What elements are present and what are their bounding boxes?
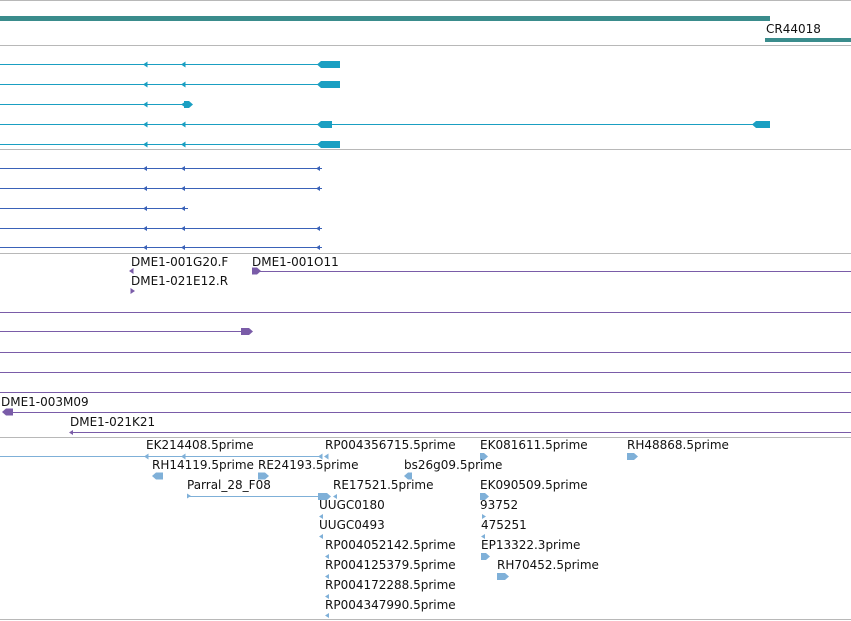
est-block[interactable] [480, 453, 488, 460]
est-block[interactable] [152, 472, 163, 480]
est-label[interactable]: UUGC0493 [319, 518, 385, 532]
transcript-exon[interactable] [317, 141, 340, 148]
intron-arrow [143, 166, 147, 171]
intron-arrow [319, 534, 323, 539]
intron-arrow [181, 81, 186, 88]
est-label[interactable]: RE17521.5prime [333, 478, 434, 492]
intron-arrow [143, 186, 147, 191]
intron-arrow [324, 453, 329, 460]
intron-arrow [143, 121, 148, 128]
est-label[interactable]: 93752 [480, 498, 519, 512]
est-label[interactable]: RH48868.5prime [627, 438, 729, 452]
intron-arrow [143, 245, 147, 250]
intron-arrow [143, 141, 148, 148]
est-label[interactable]: RP004356715.5prime [325, 438, 456, 452]
clone-end-marker [129, 268, 134, 274]
est-label[interactable]: RP004052142.5prime [325, 538, 456, 552]
est-label[interactable]: Parral_28_F08 [187, 478, 271, 492]
est-label[interactable]: RE24193.5prime [258, 458, 359, 472]
intron-arrow [143, 101, 148, 108]
est-label[interactable]: EP13322.3prime [481, 538, 581, 552]
clone-label-dme1-003m09[interactable]: DME1-003M09 [1, 395, 89, 409]
est-block[interactable] [497, 573, 509, 580]
est-block[interactable] [481, 553, 490, 560]
clone-end[interactable] [252, 267, 261, 275]
intron-arrow [181, 61, 186, 68]
transcript-exon[interactable] [752, 121, 770, 128]
intron-arrow [316, 245, 320, 250]
intron-arrow [316, 186, 320, 191]
est-label[interactable]: 475251 [481, 518, 527, 532]
intron-arrow [181, 226, 185, 231]
est-label[interactable]: EK214408.5prime [146, 438, 254, 452]
clone-end-marker [130, 288, 135, 294]
intron-arrow [181, 141, 186, 148]
intron-arrow [325, 574, 329, 579]
intron-arrow [181, 186, 185, 191]
intron-arrow [143, 206, 147, 211]
est-label[interactable]: UUGC0180 [319, 498, 385, 512]
est-label[interactable]: bs26g09.5prime [404, 458, 503, 472]
gene-bar[interactable] [0, 16, 770, 21]
transcript-exon[interactable] [317, 81, 340, 88]
clone-end[interactable] [2, 408, 13, 416]
intron-arrow [316, 166, 320, 171]
intron-arrow [181, 121, 186, 128]
intron-arrow [319, 514, 323, 519]
clone-end-marker [69, 430, 73, 435]
intron-arrow [482, 514, 486, 519]
est-label[interactable]: RP004172288.5prime [325, 578, 456, 592]
intron-arrow [181, 453, 186, 460]
est-label[interactable]: EK081611.5prime [480, 438, 588, 452]
clone-label-dme1-001g20-f[interactable]: DME1-001G20.F [131, 255, 229, 269]
intron-arrow [325, 554, 329, 559]
intron-arrow [333, 494, 337, 499]
transcript-exon[interactable] [184, 101, 193, 108]
est-label[interactable]: RH70452.5prime [497, 558, 599, 572]
intron-arrow [144, 453, 149, 460]
intron-arrow [181, 245, 185, 250]
intron-arrow [318, 453, 323, 460]
transcript-exon[interactable] [317, 121, 332, 128]
intron-arrow [316, 226, 320, 231]
est-block[interactable] [404, 472, 412, 480]
est-block[interactable] [480, 493, 489, 500]
transcript-exon[interactable] [317, 61, 340, 68]
est-block[interactable] [258, 472, 269, 480]
clone-label-dme1-021e12-r[interactable]: DME1-021E12.R [131, 274, 229, 288]
gene-label-cr44018[interactable]: CR44018 [766, 22, 821, 36]
est-label[interactable]: RH14119.5prime [152, 458, 254, 472]
intron-arrow [481, 534, 485, 539]
clone-label-dme1-021k21[interactable]: DME1-021K21 [70, 415, 156, 429]
gene-bar-cr44018[interactable] [765, 38, 851, 42]
intron-arrow [143, 226, 147, 231]
est-label[interactable]: EK090509.5prime [480, 478, 588, 492]
intron-arrow [143, 61, 148, 68]
est-label[interactable]: RP004125379.5prime [325, 558, 456, 572]
intron-arrow [325, 594, 329, 599]
est-block[interactable] [627, 453, 638, 460]
intron-arrow [325, 613, 329, 618]
intron-arrow [181, 206, 185, 211]
clone-end[interactable] [241, 328, 253, 335]
intron-arrow [181, 166, 185, 171]
est-label[interactable]: RP004347990.5prime [325, 598, 456, 612]
intron-arrow [143, 81, 148, 88]
clone-label-dme1-001o11[interactable]: DME1-001O11 [252, 255, 339, 269]
est-block[interactable] [318, 493, 331, 500]
